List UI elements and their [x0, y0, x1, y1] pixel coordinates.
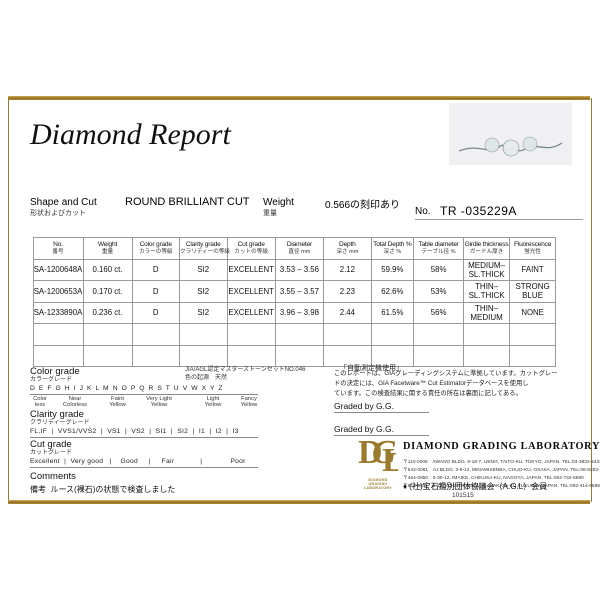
svg-text:L: L [382, 442, 398, 475]
